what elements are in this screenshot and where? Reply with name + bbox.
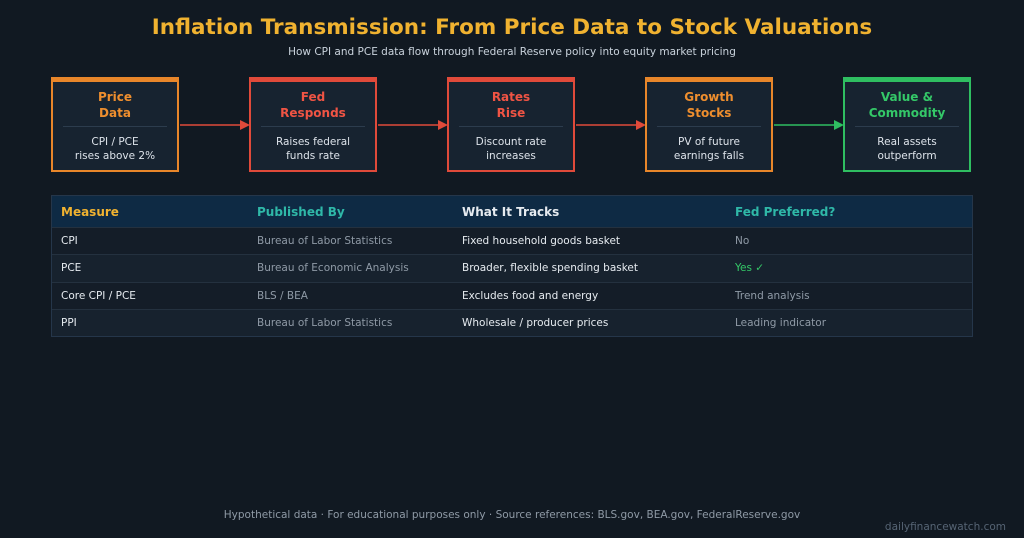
flow-box-body: CPI / PCE rises above 2% [74, 136, 156, 162]
column-header-measure: Measure [61, 204, 119, 219]
flow-box-body: Raises federal funds rate [275, 136, 351, 162]
cell-fed-preferred: Leading indicator [735, 317, 827, 330]
cell-measure: PPI [61, 317, 77, 330]
flow-box-value-commodity: Value & Commodity Real assets outperform [843, 77, 971, 172]
cell-what-it-tracks: Wholesale / producer prices [462, 317, 609, 330]
cell-what-it-tracks: Broader, flexible spending basket [462, 262, 639, 275]
cell-published-by: Bureau of Labor Statistics [257, 235, 393, 248]
page-subtitle: How CPI and PCE data flow through Federa… [288, 46, 736, 58]
cell-what-it-tracks: Fixed household goods basket [462, 235, 621, 248]
flow-box-divider [63, 126, 167, 127]
flow-box-body: Real assets outperform [877, 136, 937, 162]
cell-fed-preferred: Yes ✓ [735, 262, 765, 275]
cell-measure: PCE [61, 262, 82, 275]
footer-disclaimer: Hypothetical data · For educational purp… [223, 509, 801, 521]
flow-box-title: Growth Stocks [684, 90, 734, 120]
flow-box-rates-rise: Rates Rise Discount rate increases [447, 77, 575, 172]
column-header-fed-preferred: Fed Preferred? [735, 204, 836, 219]
brand-watermark: dailyfinancewatch.com [884, 521, 1006, 533]
flow-box-divider [261, 126, 365, 127]
cell-fed-preferred: No [735, 235, 750, 248]
flow-box-growth-stocks: Growth Stocks PV of future earnings fall… [645, 77, 773, 172]
flow-box-title: Fed Responds [280, 90, 346, 120]
flow-box-divider [657, 126, 761, 127]
inflation-measures-table: Measure Published By What It Tracks Fed … [51, 195, 973, 338]
cell-fed-preferred: Trend analysis [735, 289, 810, 302]
cell-published-by: Bureau of Labor Statistics [257, 317, 393, 330]
table-header-row: Measure Published By What It Tracks Fed … [52, 196, 972, 227]
flow-arrows [180, 120, 844, 130]
flow-box-body: Discount rate increases [475, 136, 547, 162]
cell-published-by: BLS / BEA [257, 289, 308, 302]
page-title: Inflation Transmission: From Price Data … [151, 15, 873, 40]
flow-box-body: PV of future earnings falls [673, 136, 745, 162]
table-row: PPI Bureau of Labor Statistics Wholesale… [52, 308, 972, 337]
table-row: Core CPI / PCE BLS / BEA Excludes food a… [52, 281, 972, 309]
flow-box-fed-responds: Fed Responds Raises federal funds rate [249, 77, 377, 172]
flow-box-divider [855, 126, 959, 127]
column-header-what-it-tracks: What It Tracks [462, 204, 560, 219]
flow-box-divider [459, 126, 563, 127]
flow-box-title: Value & Commodity [868, 90, 946, 120]
table-row: CPI Bureau of Labor Statistics Fixed hou… [52, 227, 972, 254]
cell-published-by: Bureau of Economic Analysis [257, 262, 409, 275]
column-header-published-by: Published By [257, 204, 345, 219]
cell-measure: CPI [61, 235, 78, 248]
flow-box-price-data: Price Data CPI / PCE rises above 2% [51, 77, 179, 172]
cell-measure: Core CPI / PCE [61, 289, 136, 302]
flow-box-title: Rates Rise [491, 90, 531, 120]
table-row: PCE Bureau of Economic Analysis Broader,… [52, 254, 972, 282]
flow-diagram: Price Data CPI / PCE rises above 2% Fed … [0, 0, 1024, 180]
flow-box-title: Price Data [97, 90, 133, 120]
cell-what-it-tracks: Excludes food and energy [462, 289, 599, 302]
